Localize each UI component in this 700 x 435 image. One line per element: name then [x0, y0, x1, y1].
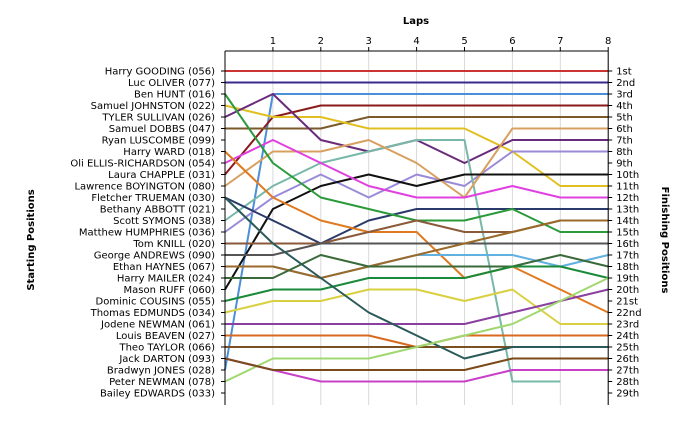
series-line-11 [224, 173, 609, 291]
finishing-position-label: 25th [616, 343, 639, 354]
finishing-position-label: 16th [616, 239, 639, 250]
chart-labels: 1 2 3 4 5 6 7 8 Harry GOODING (056)Luc OLIVER (0… [70, 36, 641, 400]
starting-position-label: Tom KNILL (020) [132, 239, 215, 250]
starting-position-label: Samuel DOBBS (047) [109, 124, 215, 135]
series-line-28 [224, 277, 609, 383]
series-line-4 [224, 104, 609, 176]
finishing-position-label: 29th [616, 389, 639, 400]
y-axis-title-right: Finishing Positions [659, 187, 670, 294]
finishing-position-label: 15th [616, 228, 639, 239]
starting-position-label: Lawrence BOYINGTON (080) [74, 182, 215, 193]
starting-position-label: Harry WARD (018) [123, 147, 215, 158]
starting-position-label: Matthew HUMPHRIES (036) [79, 228, 215, 239]
starting-position-label: Louis BEAVEN (027) [116, 331, 215, 342]
finishing-position-label: 6th [616, 124, 633, 135]
starting-position-label: Samuel JOHNSTON (022) [91, 101, 215, 112]
series-line-17 [225, 242, 609, 256]
starting-position-label: Thomas EDMUNDS (034) [90, 308, 215, 319]
x-tick-label: 7 [557, 36, 563, 47]
y-axis-title-left: Starting Positions [26, 189, 37, 290]
x-tick-label: 1 [270, 36, 276, 47]
starting-position-label: Ben HUNT (016) [134, 90, 215, 101]
x-tick-label: 8 [605, 36, 611, 47]
starting-position-label: Laura CHAPPLE (031) [108, 170, 215, 181]
chart-grid [272, 51, 609, 405]
starting-position-label: Jodene NEWMAN (061) [100, 320, 215, 331]
finishing-position-label: 17th [616, 251, 639, 262]
series-line-5 [225, 116, 609, 130]
starting-position-label: Peter NEWMAN (078) [109, 377, 215, 388]
x-tick-label: 2 [318, 36, 324, 47]
finishing-position-label: 10th [616, 170, 639, 181]
series-line-9 [224, 139, 561, 383]
finishing-position-label: 27th [616, 366, 639, 377]
starting-position-label: Oli ELLIS-RICHARDSON (054) [70, 159, 215, 170]
finishing-position-label: 13th [616, 205, 639, 216]
finishing-position-label: 12th [616, 193, 639, 204]
series-line-23 [225, 288, 609, 325]
starting-position-label: Harry MAILER (024) [117, 274, 215, 285]
series-line-21 [224, 265, 609, 302]
finishing-position-label: 19th [616, 274, 639, 285]
finishing-position-label: 7th [616, 136, 633, 147]
finishing-position-label: 11th [616, 182, 639, 193]
chart-series [224, 70, 609, 383]
finishing-position-label: 24th [616, 331, 639, 342]
starting-position-label: Dominic COUSINS (055) [96, 297, 216, 308]
series-line-22 [224, 288, 609, 325]
starting-position-label: George ANDREWS (090) [94, 251, 215, 262]
series-line-27 [224, 357, 609, 383]
series-line-15 [224, 150, 609, 314]
starting-position-label: TYLER SULLIVAN (026) [101, 113, 215, 124]
series-line-26 [224, 196, 609, 360]
finishing-position-label: 4th [616, 101, 633, 112]
starting-position-label: Bethany ABBOTT (021) [100, 205, 215, 216]
finishing-position-label: 22nd [616, 308, 641, 319]
starting-position-label: Ryan LUSCOMBE (099) [102, 136, 216, 147]
finishing-position-label: 28th [616, 377, 639, 388]
starting-position-label: Harry GOODING (056) [105, 67, 215, 78]
starting-position-label: Bradwyn JONES (028) [107, 366, 215, 377]
finishing-position-label: 1st [616, 67, 632, 78]
x-tick-label: 5 [461, 36, 467, 47]
finishing-position-label: 26th [616, 354, 639, 365]
finishing-position-label: 9th [616, 159, 633, 170]
starting-position-label: Ethan HAYNES (067) [113, 262, 215, 273]
finishing-position-label: 14th [616, 216, 639, 227]
series-line-8 [224, 150, 609, 233]
starting-position-label: Mason RUFF (060) [124, 285, 216, 296]
series-line-20 [225, 254, 609, 279]
finishing-position-label: 21st [616, 297, 638, 308]
starting-position-label: Scott SYMONS (038) [113, 216, 215, 227]
x-axis-title: Laps [403, 16, 429, 27]
series-line-29 [224, 357, 609, 371]
finishing-position-label: 23rd [616, 320, 639, 331]
series-line-12 [224, 139, 609, 199]
starting-position-label: Jack DARTON (093) [118, 354, 215, 365]
finishing-position-label: 5th [616, 113, 633, 124]
chart-axes [221, 47, 613, 405]
finishing-position-label: 18th [616, 262, 639, 273]
finishing-position-label: 2nd [616, 78, 635, 89]
series-line-10 [224, 127, 609, 199]
x-tick-label: 3 [366, 36, 372, 47]
starting-position-label: Bailey EDWARDS (033) [100, 389, 215, 400]
series-line-13 [224, 196, 609, 245]
finishing-position-label: 8th [616, 147, 633, 158]
starting-position-label: Luc OLIVER (077) [128, 78, 215, 89]
finishing-position-label: 3rd [616, 90, 633, 101]
series-line-3 [224, 93, 609, 371]
x-tick-label: 4 [413, 36, 419, 47]
x-tick-label: 6 [509, 36, 515, 47]
finishing-position-label: 20th [616, 285, 639, 296]
starting-position-label: Fletcher TRUEMAN (030) [91, 193, 215, 204]
starting-position-label: Theo TAYLOR (066) [118, 343, 215, 354]
